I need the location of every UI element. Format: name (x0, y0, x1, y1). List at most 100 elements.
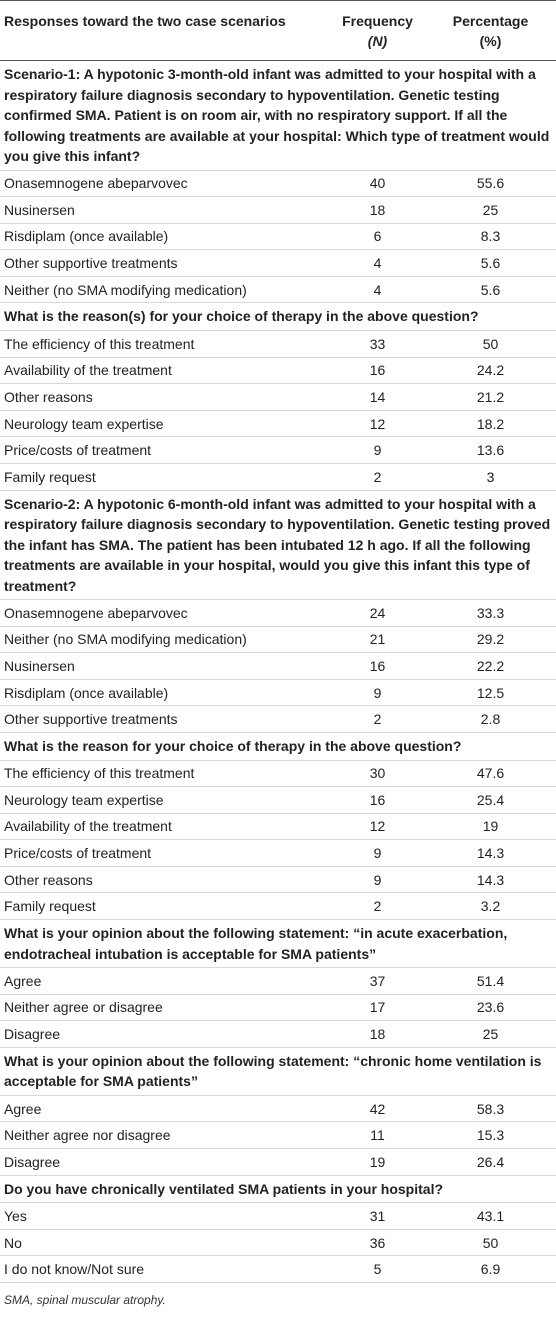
frequency: 9 (330, 436, 425, 464)
data-row: Neither agree nor disagree 11 15.3 (0, 1121, 556, 1150)
frequency: 4 (330, 276, 425, 304)
response: Other reasons (0, 383, 330, 411)
frequency: 4 (330, 249, 425, 277)
response: I do not know/Not sure (0, 1255, 330, 1283)
frequency: 5 (330, 1255, 425, 1283)
data-row: Other reasons 9 14.3 (0, 866, 556, 894)
frequency: 36 (330, 1229, 425, 1257)
data-row: Disagree 18 25 (0, 1020, 556, 1048)
response: Availability of the treatment (0, 357, 330, 385)
data-row: Neither (no SMA modifying medication) 21 2… (0, 626, 556, 654)
percentage: 25 (425, 196, 556, 224)
percentage: 25.4 (425, 786, 556, 814)
header-unit: (N) (367, 33, 388, 49)
frequency: 18 (330, 196, 425, 224)
section-row: What is your opinion about the following… (0, 919, 556, 969)
frequency: 9 (330, 866, 425, 894)
frequency: 6 (330, 223, 425, 251)
response: Neurology team expertise (0, 786, 330, 814)
response: Onasemnogene abeparvovec (0, 170, 330, 198)
frequency: 14 (330, 383, 425, 411)
table-body: Scenario-1: A hypotonic 3-month-old infa… (0, 60, 556, 1283)
frequency: 17 (330, 994, 425, 1022)
percentage: 23.6 (425, 994, 556, 1022)
percentage: 14.3 (425, 839, 556, 867)
frequency: 24 (330, 599, 425, 627)
percentage: 26.4 (425, 1148, 556, 1176)
response: Neither (no SMA modifying medication) (0, 276, 330, 304)
percentage: 14.3 (425, 866, 556, 894)
section-row: Scenario-2: A hypotonic 6-month-old infa… (0, 490, 556, 601)
response: Neither agree or disagree (0, 994, 330, 1022)
percentage: 21.2 (425, 383, 556, 411)
data-row: Other supportive treatments 4 5.6 (0, 249, 556, 277)
data-row: The efficiency of this treatment 33 50 (0, 330, 556, 358)
percentage: 55.6 (425, 170, 556, 198)
data-row: Risdiplam (once available) 9 12.5 (0, 679, 556, 707)
data-row: Agree 37 51.4 (0, 967, 556, 995)
percentage: 5.6 (425, 249, 556, 277)
frequency: 18 (330, 1020, 425, 1048)
response: No (0, 1229, 330, 1257)
header-text: Frequency (342, 13, 413, 29)
data-row: Onasemnogene abeparvovec 24 33.3 (0, 599, 556, 627)
percentage: 18.2 (425, 410, 556, 438)
percentage: 5.6 (425, 276, 556, 304)
data-row: Neither agree or disagree 17 23.6 (0, 994, 556, 1022)
percentage: 8.3 (425, 223, 556, 251)
response: Availability of the treatment (0, 813, 330, 841)
percentage: 43.1 (425, 1202, 556, 1230)
percentage: 51.4 (425, 967, 556, 995)
response: The efficiency of this treatment (0, 760, 330, 788)
data-row: Other supportive treatments 2 2.8 (0, 705, 556, 733)
response: Price/costs of treatment (0, 436, 330, 464)
data-row: Nusinersen 18 25 (0, 196, 556, 224)
response: Nusinersen (0, 196, 330, 224)
footnote: SMA, spinal muscular atrophy. (4, 1292, 166, 1307)
frequency: 2 (330, 705, 425, 733)
data-row: Family request 2 3 (0, 463, 556, 491)
data-row: Neurology team expertise 16 25.4 (0, 786, 556, 814)
frequency: 2 (330, 463, 425, 491)
percentage: 3 (425, 463, 556, 491)
header-row: Responses toward the two case scenarios … (0, 0, 556, 61)
response: Family request (0, 463, 330, 491)
frequency: 31 (330, 1202, 425, 1230)
percentage: 2.8 (425, 705, 556, 733)
section-row: Do you have chronically ventilated SMA p… (0, 1175, 556, 1204)
percentage: 22.2 (425, 652, 556, 680)
section-title: Scenario-2: A hypotonic 6-month-old infa… (0, 490, 556, 601)
frequency: 16 (330, 652, 425, 680)
data-row: Yes 31 43.1 (0, 1202, 556, 1230)
percentage: 6.9 (425, 1255, 556, 1283)
frequency: 37 (330, 967, 425, 995)
data-row: No 36 50 (0, 1229, 556, 1257)
percentage: 15.3 (425, 1121, 556, 1150)
frequency: 16 (330, 357, 425, 385)
response: Neither (no SMA modifying medication) (0, 626, 330, 654)
response: Agree (0, 1095, 330, 1123)
percentage: 29.2 (425, 626, 556, 654)
data-row: Other reasons 14 21.2 (0, 383, 556, 411)
section-title: Scenario-1: A hypotonic 3-month-old infa… (0, 60, 556, 171)
section-row: What is the reason(s) for your choice of… (0, 302, 556, 331)
data-row: Nusinersen 16 22.2 (0, 652, 556, 680)
data-row: Family request 2 3.2 (0, 892, 556, 921)
response: Neither agree nor disagree (0, 1121, 330, 1150)
data-row: Price/costs of treatment 9 13.6 (0, 436, 556, 464)
response: Other supportive treatments (0, 249, 330, 277)
data-row: Price/costs of treatment 9 14.3 (0, 839, 556, 867)
section-title: What is your opinion about the following… (0, 919, 556, 969)
percentage: 50 (425, 330, 556, 358)
response: Other supportive treatments (0, 705, 330, 733)
data-row: Neurology team expertise 12 18.2 (0, 410, 556, 438)
frequency: 16 (330, 786, 425, 814)
frequency: 33 (330, 330, 425, 358)
percentage: 13.6 (425, 436, 556, 464)
percentage: 19 (425, 813, 556, 841)
response: Neurology team expertise (0, 410, 330, 438)
frequency: 9 (330, 679, 425, 707)
frequency: 21 (330, 626, 425, 654)
data-row: Neither (no SMA modifying medication) 4 5.… (0, 276, 556, 304)
frequency: 2 (330, 892, 425, 921)
